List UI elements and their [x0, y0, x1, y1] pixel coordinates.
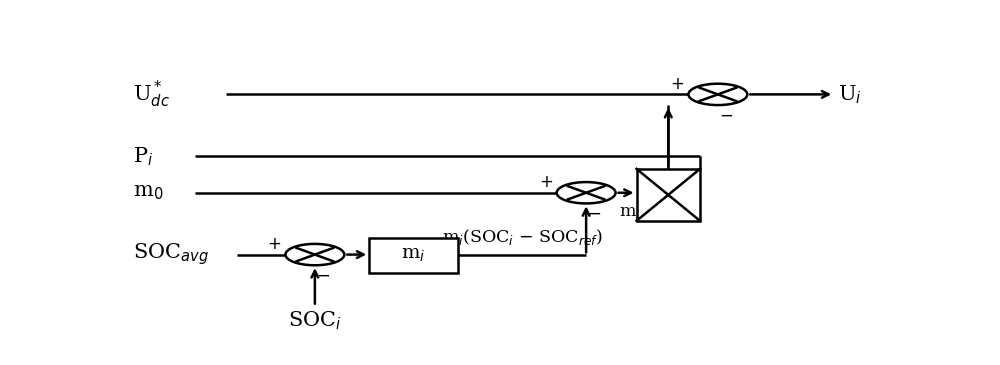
Text: +: + [671, 75, 685, 93]
Text: U$_i$: U$_i$ [838, 83, 862, 106]
Text: SOC$_{avg}$: SOC$_{avg}$ [133, 242, 209, 268]
Text: SOC$_i$: SOC$_i$ [288, 310, 342, 332]
Text: −: − [719, 106, 733, 124]
Text: m$_0$: m$_0$ [133, 183, 163, 202]
Text: m$_i$(SOC$_i$ $-$ SOC$_{ref}$): m$_i$(SOC$_i$ $-$ SOC$_{ref}$) [442, 227, 603, 247]
Bar [369, 238, 458, 273]
Bar [637, 169, 700, 221]
Text: m$_i$: m$_i$ [619, 204, 641, 221]
Text: P$_i$: P$_i$ [133, 145, 153, 168]
Text: −: − [316, 266, 330, 284]
Text: U$^*_{dc}$: U$^*_{dc}$ [133, 79, 170, 110]
Text: +: + [539, 173, 553, 191]
Text: +: + [268, 235, 282, 253]
Text: m$_i$: m$_i$ [401, 246, 426, 264]
Text: −: − [588, 204, 602, 223]
